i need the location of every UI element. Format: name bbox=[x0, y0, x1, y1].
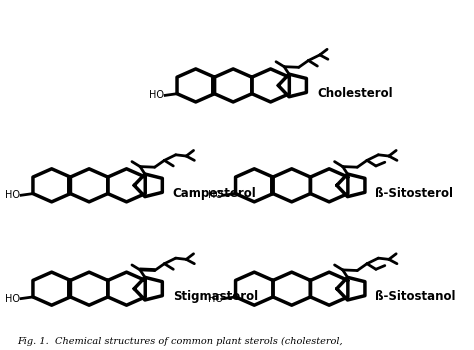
Text: Campesterol: Campesterol bbox=[173, 187, 256, 200]
Text: Cholesterol: Cholesterol bbox=[317, 87, 392, 100]
Text: Stigmasterol: Stigmasterol bbox=[173, 290, 258, 303]
Text: Fig. 1.  Chemical structures of common plant sterols (cholesterol,: Fig. 1. Chemical structures of common pl… bbox=[17, 336, 343, 345]
Text: ß-Sitosterol: ß-Sitosterol bbox=[375, 187, 454, 200]
Text: HO: HO bbox=[5, 190, 20, 200]
Text: HO: HO bbox=[208, 294, 223, 303]
Text: HO: HO bbox=[208, 190, 223, 200]
Text: HO: HO bbox=[5, 294, 20, 303]
Text: ß-Sitostanol: ß-Sitostanol bbox=[375, 290, 456, 303]
Text: HO: HO bbox=[149, 90, 164, 100]
